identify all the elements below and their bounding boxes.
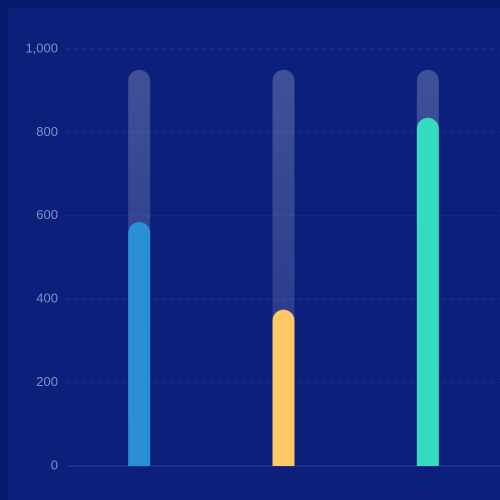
bar (272, 309, 295, 466)
y-tick-label: 800 (36, 124, 58, 139)
y-tick-label: 600 (36, 207, 58, 222)
y-tick-label: 0 (51, 457, 58, 472)
bar (416, 117, 439, 466)
y-tick-label: 200 (36, 374, 58, 389)
bar (128, 222, 151, 466)
y-tick-label: 1,000 (25, 40, 58, 55)
y-tick-label: 400 (36, 291, 58, 306)
